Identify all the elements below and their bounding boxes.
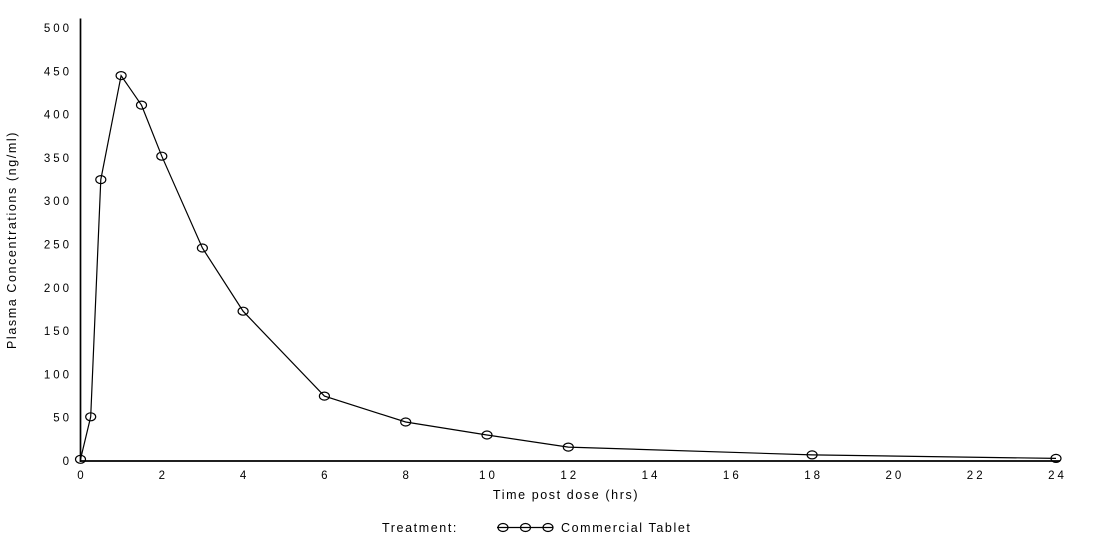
data-point-marker: [74, 454, 87, 464]
x-tick-label: 0: [77, 470, 86, 482]
x-axis-tick-labels: 0 2 4 6 8 10 12 14 16 18 20 22 24: [77, 470, 1067, 482]
x-axis-title: Time post dose (hrs): [493, 488, 639, 502]
legend-entry-commercial-tablet: Commercial Tablet: [561, 521, 691, 535]
data-point-marker: [156, 151, 168, 161]
y-tick-label: 50: [53, 413, 72, 425]
y-tick-label: 400: [44, 110, 72, 122]
x-tick-label: 2: [159, 470, 168, 482]
y-tick-label: 100: [44, 369, 72, 381]
x-tick-label: 24: [1048, 470, 1067, 482]
series-line-commercial-tablet: [79, 74, 1057, 460]
y-tick-label: 500: [44, 23, 72, 35]
x-tick-label: 4: [240, 470, 249, 482]
y-tick-label: 300: [44, 196, 72, 208]
data-point-marker: [196, 243, 208, 253]
axes: [79, 18, 1060, 462]
legend-sample-marker: [519, 522, 532, 533]
data-point-marker: [806, 450, 818, 460]
legend-title: Treatment:: [382, 521, 458, 535]
x-tick-label: 18: [804, 470, 823, 482]
legend-sample-marker: [542, 522, 554, 533]
y-tick-label: 350: [44, 153, 72, 165]
data-point-marker: [115, 70, 127, 81]
y-axis-title: Plasma Concentrations (ng/ml): [5, 131, 19, 349]
y-axis-tick-labels: 0 50 100 150 200 250 300 350 400 450 500: [44, 23, 72, 468]
x-tick-label: 14: [642, 470, 661, 482]
data-point-marker: [95, 175, 107, 185]
data-point-marker: [318, 391, 330, 401]
series-commercial-tablet: [74, 70, 1062, 464]
y-tick-label: 0: [63, 456, 72, 468]
data-point-marker: [481, 430, 493, 440]
legend-sample-marker: [497, 522, 509, 533]
y-tick-label: 200: [44, 283, 72, 295]
y-tick-label: 450: [44, 66, 72, 78]
legend-marker-sample: [497, 522, 554, 533]
x-tick-label: 6: [321, 470, 330, 482]
data-point-marker: [562, 442, 574, 452]
y-tick-label: 150: [44, 326, 72, 338]
data-point-marker: [1050, 453, 1062, 463]
x-tick-label: 22: [967, 470, 986, 482]
data-point-marker: [237, 306, 249, 316]
data-point-marker: [135, 100, 148, 110]
y-tick-label: 250: [44, 240, 72, 252]
data-point-marker: [85, 412, 97, 422]
x-tick-label: 16: [723, 470, 742, 482]
data-point-marker: [400, 417, 412, 427]
legend: Treatment: Commercial Tablet: [382, 521, 691, 535]
x-tick-label: 20: [886, 470, 905, 482]
x-tick-label: 10: [479, 470, 498, 482]
x-tick-label: 12: [560, 470, 579, 482]
x-tick-label: 8: [402, 470, 411, 482]
